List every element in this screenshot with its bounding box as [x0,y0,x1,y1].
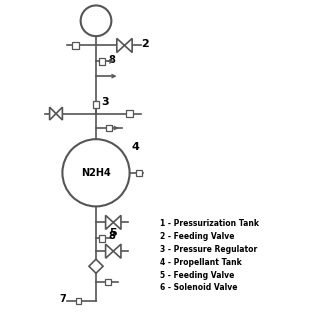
Polygon shape [50,107,56,120]
Polygon shape [106,215,113,229]
Text: 1 - Pressurization Tank: 1 - Pressurization Tank [160,220,259,228]
Text: 6 - Solenoid Valve: 6 - Solenoid Valve [160,284,237,292]
Bar [126,110,133,117]
Text: 2: 2 [141,39,148,49]
Bar [136,170,142,176]
Polygon shape [124,38,132,52]
Text: 8: 8 [108,55,115,65]
Text: 3 - Pressure Regulator: 3 - Pressure Regulator [160,245,257,254]
Polygon shape [89,259,103,273]
Text: 7: 7 [59,294,66,304]
Bar [93,101,99,108]
Polygon shape [113,244,121,258]
Bar [106,125,112,131]
Text: 4 - Propellant Tank: 4 - Propellant Tank [160,258,242,267]
Bar [99,235,105,242]
Polygon shape [56,107,62,120]
Polygon shape [106,244,113,258]
Bar [72,42,79,49]
Polygon shape [117,38,124,52]
Text: 5: 5 [109,228,117,238]
Text: 8: 8 [108,231,115,242]
Text: 4: 4 [131,142,139,152]
Text: 5 - Feeding Valve: 5 - Feeding Valve [160,271,234,280]
Bar [99,58,105,65]
Text: 2 - Feeding Valve: 2 - Feeding Valve [160,232,235,241]
Polygon shape [113,215,121,229]
Circle shape [81,5,111,36]
Circle shape [62,139,130,206]
Text: N2H4: N2H4 [81,168,111,178]
Text: 3: 3 [102,97,109,108]
Bar [105,279,111,285]
Bar [76,298,81,304]
